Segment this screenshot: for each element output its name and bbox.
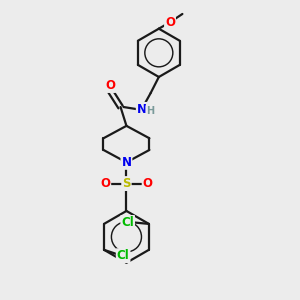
Text: Cl: Cl — [121, 216, 134, 229]
Text: Cl: Cl — [117, 249, 130, 262]
Text: N: N — [122, 156, 131, 169]
Text: O: O — [142, 177, 153, 190]
Text: O: O — [105, 79, 115, 92]
Text: S: S — [122, 177, 131, 190]
Text: H: H — [146, 106, 154, 116]
Text: O: O — [100, 177, 110, 190]
Text: N: N — [137, 103, 147, 116]
Text: O: O — [165, 16, 175, 29]
